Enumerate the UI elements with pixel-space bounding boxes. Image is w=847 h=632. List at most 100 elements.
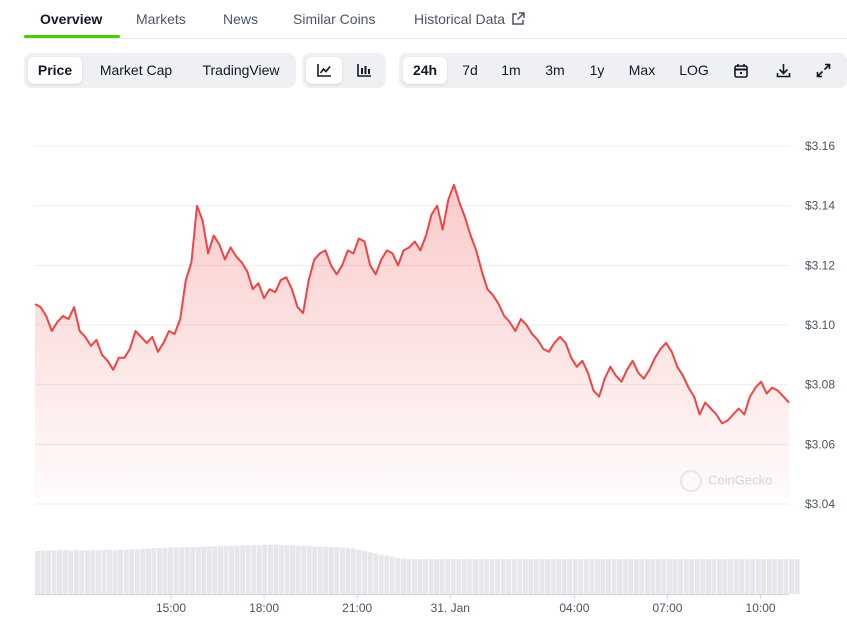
tab-historical-data[interactable]: Historical Data — [414, 11, 525, 27]
volume-bar — [140, 548, 146, 594]
volume-bar — [351, 548, 356, 594]
volume-bar — [678, 559, 684, 594]
volume-bar — [622, 559, 628, 594]
x-tick-label: 18:00 — [249, 601, 279, 615]
volume-bar — [450, 559, 456, 594]
volume-bar — [334, 547, 340, 594]
fullscreen-button[interactable] — [805, 57, 841, 84]
download-button[interactable] — [765, 57, 801, 84]
y-tick-label: $3.14 — [805, 199, 835, 213]
volume-bar — [766, 559, 772, 594]
tab-historical-data-label: Historical Data — [414, 11, 506, 27]
range-max-button[interactable]: Max — [628, 62, 656, 78]
volume-bar — [278, 545, 284, 594]
volume-bar — [472, 559, 478, 594]
volume-bar — [229, 545, 234, 594]
volume-bar — [461, 559, 467, 594]
volume-bar — [511, 559, 517, 594]
volume-bar — [273, 544, 279, 594]
volume-bar — [262, 544, 268, 594]
volume-bar — [672, 559, 678, 594]
volume-bar — [434, 559, 440, 594]
volume-bar — [583, 559, 589, 594]
volume-bar — [284, 545, 290, 594]
volume-bar — [73, 549, 79, 594]
volume-bar — [362, 551, 368, 594]
volume-bar — [412, 559, 417, 594]
candlestick-button[interactable] — [346, 57, 382, 84]
external-link-icon — [512, 12, 525, 25]
y-tick-label: $3.06 — [805, 437, 835, 451]
volume-bar — [251, 545, 257, 594]
range-1y-button[interactable]: 1y — [589, 62, 605, 78]
volume-bar — [179, 547, 185, 594]
volume-bar — [118, 549, 124, 594]
volume-bar — [722, 559, 728, 594]
line-chart-button[interactable] — [306, 57, 342, 84]
volume-bar — [212, 546, 218, 594]
tradingview-button[interactable]: TradingView — [202, 62, 280, 78]
volume-bar — [655, 559, 661, 594]
volume-bar — [35, 551, 40, 594]
line-chart-icon — [317, 64, 331, 77]
volume-bar — [345, 548, 351, 594]
volume-bar — [400, 558, 406, 594]
coingecko-logo-icon — [680, 470, 702, 492]
volume-bar — [744, 559, 750, 594]
volume-bar — [306, 545, 312, 594]
active-tab-indicator — [24, 35, 120, 38]
range-1m-button[interactable]: 1m — [501, 62, 521, 78]
volume-bar — [789, 559, 794, 594]
log-scale-button[interactable]: LOG — [679, 62, 709, 78]
volume-bar — [550, 559, 556, 594]
volume-bar — [389, 556, 395, 594]
price-line — [34, 183, 790, 425]
volume-bar — [51, 550, 57, 594]
tab-overview[interactable]: Overview — [40, 11, 103, 27]
volume-bar — [190, 547, 196, 594]
range-7d-button[interactable]: 7d — [462, 62, 478, 78]
range-3m-button[interactable]: 3m — [545, 62, 565, 78]
volume-bar — [57, 549, 63, 594]
calendar-button[interactable] — [723, 57, 759, 84]
volume-bar — [162, 548, 168, 594]
range-24h-button[interactable]: 24h — [403, 57, 447, 84]
y-tick-label: $3.10 — [805, 318, 835, 332]
volume-bar — [217, 545, 223, 594]
y-tick-label: $3.16 — [805, 139, 835, 153]
volume-bar — [173, 547, 179, 594]
tab-news[interactable]: News — [223, 11, 259, 27]
watermark: CoinGecko — [680, 470, 772, 492]
volume-bar — [700, 559, 706, 594]
volume-bar — [62, 549, 68, 594]
x-tick-label: 10:00 — [746, 601, 776, 615]
volume-bar — [245, 545, 251, 594]
volume-bar — [312, 546, 318, 594]
chart-type-group — [302, 53, 386, 88]
tab-markets[interactable]: Markets — [136, 11, 186, 27]
volume-bar — [755, 559, 761, 594]
volume-bar — [168, 547, 174, 594]
price-area-fill — [35, 184, 789, 498]
volume-bar — [617, 559, 623, 594]
range-group: 24h 7d 1m 3m 1y Max LOG — [399, 53, 847, 88]
volume-bar — [101, 549, 107, 594]
volume-bar — [689, 559, 695, 594]
volume-bar — [301, 545, 307, 594]
volume-bar — [295, 545, 301, 594]
price-button[interactable]: Price — [28, 57, 82, 84]
volume-bar — [107, 549, 113, 594]
volume-bar — [339, 547, 345, 594]
volume-bar — [151, 548, 157, 594]
volume-bar — [761, 559, 767, 594]
tab-similar-coins[interactable]: Similar Coins — [293, 11, 376, 27]
volume-bar — [589, 559, 595, 594]
volume-bar — [456, 559, 462, 594]
market-cap-button[interactable]: Market Cap — [99, 62, 173, 78]
volume-bar — [223, 545, 229, 594]
download-icon — [776, 64, 790, 78]
volume-bar — [495, 559, 501, 594]
volume-bar — [184, 547, 190, 594]
volume-bar — [522, 559, 528, 594]
